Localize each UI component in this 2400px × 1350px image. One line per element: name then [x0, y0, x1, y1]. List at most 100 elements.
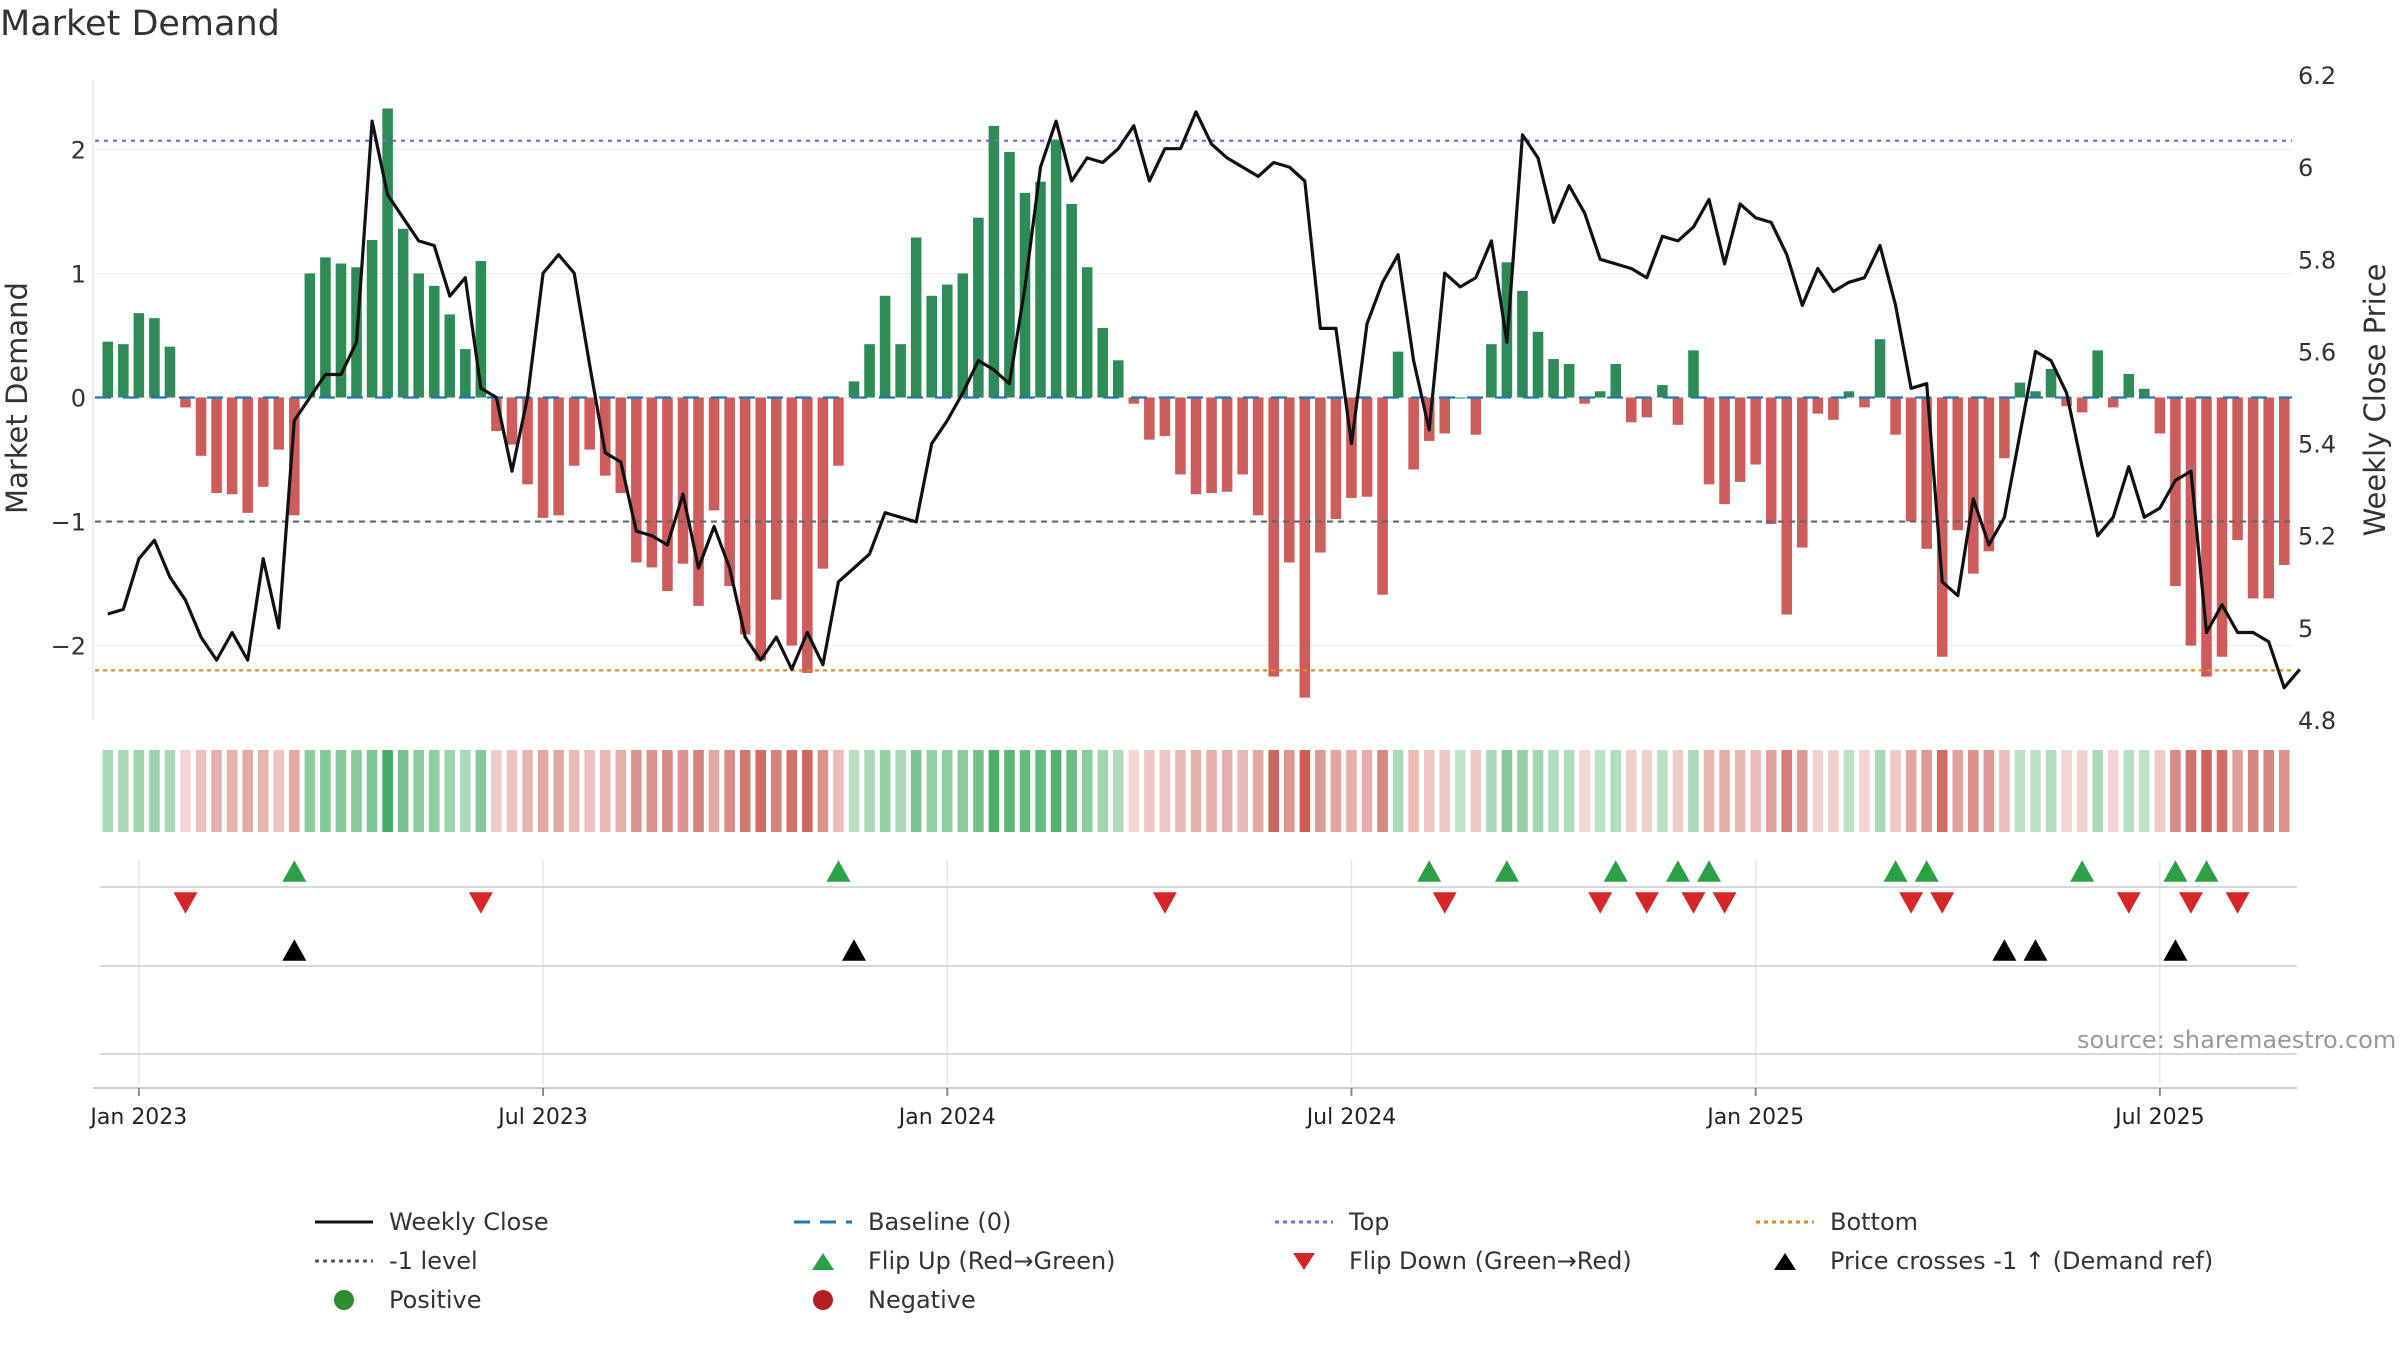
- heat-cell: [211, 750, 222, 832]
- heat-cell: [1532, 750, 1544, 832]
- heat-cell: [1968, 750, 1979, 832]
- demand-bar: [1999, 397, 2010, 459]
- demand-bar: [1532, 331, 1544, 398]
- demand-bar: [1299, 397, 1311, 698]
- heat-cell: [1688, 750, 1699, 832]
- left-axis-title: Market Demand: [0, 282, 34, 514]
- heat-cell: [2061, 750, 2072, 832]
- price-cross-marker: [282, 939, 307, 961]
- demand-bar: [382, 108, 393, 398]
- demand-bar: [739, 397, 751, 635]
- heat-cell: [413, 750, 424, 832]
- heat-cell: [724, 750, 735, 832]
- heat-cell: [195, 750, 207, 832]
- demand-bar: [506, 397, 518, 445]
- demand-bar: [1486, 344, 1497, 398]
- heat-cell: [1501, 750, 1513, 832]
- heat-cell: [615, 750, 627, 832]
- demand-bar: [211, 397, 222, 494]
- demand-bar: [1330, 397, 1342, 520]
- heat-cell: [708, 750, 720, 832]
- demand-bar: [1579, 397, 1590, 404]
- flip-up-marker: [1603, 860, 1628, 882]
- source-label: source: sharemaestro.com: [2077, 1026, 2397, 1054]
- demand-bar: [895, 344, 906, 398]
- demand-bar: [1626, 397, 1637, 423]
- heat-cell: [1750, 750, 1761, 832]
- demand-bar: [708, 397, 720, 511]
- x-tick-label: Jul 2025: [2113, 1105, 2205, 1130]
- demand-bar: [242, 397, 253, 513]
- heat-cell: [833, 750, 844, 832]
- right-tick-label: 5.2: [2298, 523, 2336, 551]
- heat-cell: [382, 750, 393, 832]
- heat-cell: [2185, 750, 2197, 832]
- demand-bar: [273, 397, 285, 450]
- demand-bar: [2201, 397, 2212, 677]
- demand-bar: [226, 397, 238, 495]
- heat-cell: [1828, 750, 1839, 832]
- demand-bar: [2216, 397, 2228, 657]
- demand-bar: [1175, 397, 1186, 475]
- heat-cell: [1890, 750, 1901, 832]
- right-tick-label: 5.8: [2298, 246, 2336, 274]
- heat-cell: [584, 750, 595, 832]
- heat-cell: [1283, 750, 1295, 832]
- heat-cell: [631, 750, 642, 832]
- flip-down-marker: [2225, 892, 2250, 914]
- heat-cell: [1781, 750, 1793, 832]
- heat-cell: [149, 750, 160, 832]
- heat-cell: [1377, 750, 1388, 832]
- demand-bar: [646, 397, 658, 568]
- heat-cell: [910, 750, 922, 832]
- x-tick-label: Jan 2023: [88, 1105, 187, 1130]
- demand-bar: [2045, 368, 2057, 398]
- heat-cell: [1672, 750, 1684, 832]
- demand-bar: [1874, 339, 1886, 398]
- heat-cell: [1594, 750, 1606, 832]
- heat-cell: [1874, 750, 1886, 832]
- heat-cell: [1361, 750, 1373, 832]
- demand-bar: [102, 341, 114, 398]
- demand-bar: [1081, 267, 1093, 398]
- demand-bar: [2247, 397, 2259, 599]
- demand-bar: [1252, 397, 1264, 516]
- demand-bar: [2154, 397, 2166, 434]
- heat-cell: [1905, 750, 1917, 832]
- demand-bar: [289, 397, 300, 516]
- chart-title: Market Demand: [0, 4, 280, 44]
- heat-cell: [226, 750, 238, 832]
- heat-cell: [553, 750, 564, 832]
- heat-cell: [2263, 750, 2274, 832]
- demand-bar: [848, 381, 860, 398]
- heat-cell: [1999, 750, 2010, 832]
- flip-down-marker: [1681, 892, 1706, 914]
- heat-cell: [1610, 750, 1622, 832]
- heat-cell: [1983, 750, 1995, 832]
- flip-down-marker: [1930, 892, 1955, 914]
- heat-cell: [879, 750, 891, 832]
- demand-bar: [1921, 397, 1932, 549]
- heat-cell: [646, 750, 658, 832]
- heat-cell: [755, 750, 766, 832]
- demand-bar: [957, 273, 969, 398]
- demand-bar: [304, 273, 316, 398]
- heat-cell: [568, 750, 580, 832]
- heat-cell: [1221, 750, 1233, 832]
- heat-cell: [1765, 750, 1777, 832]
- demand-bar: [770, 397, 782, 600]
- heat-cell: [1392, 750, 1404, 832]
- demand-bar: [1781, 397, 1793, 615]
- heat-cell: [304, 750, 316, 832]
- flip-down-marker: [1588, 892, 1613, 914]
- demand-bar: [320, 257, 331, 398]
- demand-bar: [444, 314, 456, 398]
- heat-cell: [1626, 750, 1637, 832]
- demand-bar: [693, 397, 704, 606]
- demand-bar: [1828, 397, 1839, 420]
- heat-cell: [242, 750, 253, 832]
- demand-bar: [257, 397, 269, 487]
- heat-cell: [1517, 750, 1528, 832]
- heat-cell: [118, 750, 129, 832]
- demand-bar: [1268, 397, 1280, 677]
